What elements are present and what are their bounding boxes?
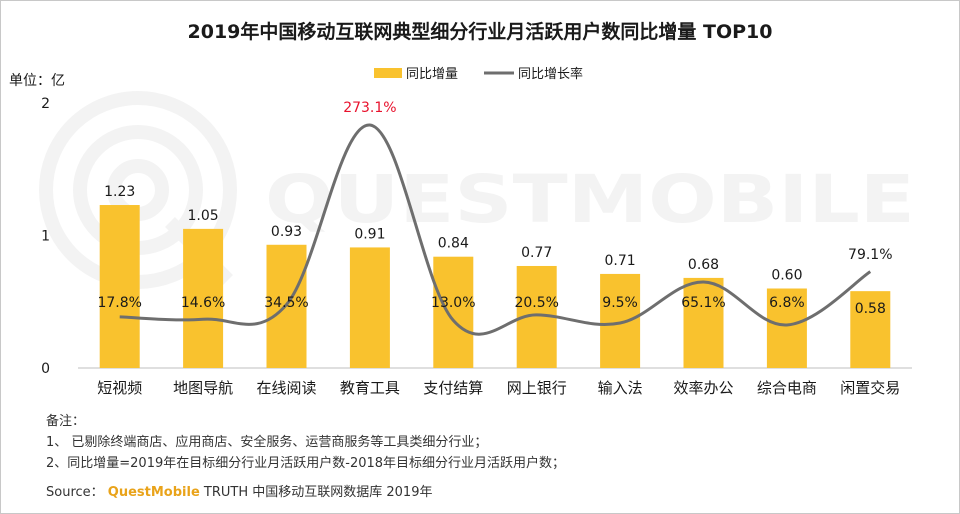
chart-area: QUESTMOBILE 2019年中国移动互联网典型细分行业月活跃用户数同比增量… bbox=[9, 20, 915, 397]
growth-rate-label: 79.1% bbox=[848, 247, 892, 263]
x-tick-label: 闲置交易 bbox=[840, 379, 900, 397]
bar-闲置交易 bbox=[850, 291, 891, 368]
bar-value-label: 0.84 bbox=[438, 236, 469, 252]
legend: 同比增量 同比增长率 bbox=[374, 66, 583, 82]
bar-综合电商 bbox=[766, 288, 807, 368]
source-line: Source： QuestMobile TRUTH 中国移动互联网数据库 201… bbox=[46, 481, 432, 500]
watermark: QUESTMOBILE bbox=[39, 91, 915, 289]
data-labels: 1.23 1.05 0.93 0.91 0.84 0.77 0.71 0.68 0.60 0.58… bbox=[97, 100, 892, 317]
growth-rate-label: 65.1% bbox=[681, 295, 725, 311]
x-axis-labels: 短视频 地图导航 在线阅读 教育工具 支付结算 网上银行 输入法 效率办公 综合电商 闲置交易 bbox=[97, 379, 900, 397]
source-text: TRUTH 中国移动互联网数据库 2019年 bbox=[203, 485, 433, 500]
bar-value-label: 0.68 bbox=[688, 257, 719, 273]
bar-效率办公 bbox=[683, 277, 724, 368]
growth-rate-label: 13.0% bbox=[431, 295, 475, 311]
x-tick-label: 综合电商 bbox=[757, 379, 817, 397]
bar-value-label: 0.58 bbox=[855, 301, 886, 317]
x-tick-label: 教育工具 bbox=[340, 379, 400, 397]
legend-label-bar: 同比增量 bbox=[406, 67, 458, 82]
growth-rate-label: 273.1% bbox=[343, 100, 396, 116]
legend-swatch-bar bbox=[374, 68, 402, 78]
notes: 备注： 1、 已剔除终端商店、应用商店、安全服务、运营商服务等工具类细分行业； … bbox=[46, 411, 565, 474]
bar-value-label: 1.05 bbox=[188, 208, 219, 224]
x-tick-label: 效率办公 bbox=[673, 379, 733, 397]
watermark-text: QUESTMOBILE bbox=[265, 161, 915, 238]
x-tick-label: 网上银行 bbox=[507, 379, 567, 397]
growth-rate-line bbox=[119, 123, 872, 336]
growth-rate-label: 17.8% bbox=[97, 295, 141, 311]
x-tick-label: 输入法 bbox=[598, 379, 643, 397]
notes-heading: 备注： bbox=[46, 414, 86, 429]
bar-value-label: 0.77 bbox=[521, 245, 552, 261]
bar-value-label: 0.60 bbox=[771, 268, 802, 284]
legend-label-line: 同比增长率 bbox=[518, 66, 583, 82]
y-tick-label: 1 bbox=[41, 229, 50, 245]
growth-rate-label: 34.5% bbox=[264, 295, 308, 311]
y-tick-label: 0 bbox=[41, 361, 50, 377]
chart-title: 2019年中国移动互联网典型细分行业月活跃用户数同比增量 TOP10 bbox=[188, 20, 773, 43]
bar-支付结算 bbox=[433, 256, 474, 368]
y-tick-label: 2 bbox=[41, 96, 50, 112]
bar-教育工具 bbox=[349, 247, 390, 368]
growth-rate-label: 9.5% bbox=[602, 295, 638, 311]
x-tick-label: 在线阅读 bbox=[256, 379, 316, 397]
bar-value-label: 1.23 bbox=[104, 184, 135, 200]
x-tick-label: 短视频 bbox=[97, 379, 142, 397]
y-axis: 0 1 2 bbox=[41, 96, 50, 377]
growth-rate-label: 20.5% bbox=[514, 295, 558, 311]
bar-短视频 bbox=[99, 205, 140, 368]
source-brand: QuestMobile bbox=[107, 485, 200, 500]
bar-输入法 bbox=[600, 273, 641, 368]
y-axis-unit: 单位：亿 bbox=[9, 73, 65, 89]
note-item-2: 2、同比增量=2019年在目标细分行业月活跃用户数-2018年目标细分行业月活跃… bbox=[46, 456, 566, 471]
source-prefix: Source： bbox=[46, 485, 104, 500]
x-tick-label: 地图导航 bbox=[173, 379, 233, 397]
x-tick-label: 支付结算 bbox=[423, 379, 483, 397]
growth-rate-label: 6.8% bbox=[769, 295, 805, 311]
bar-地图导航 bbox=[183, 228, 224, 368]
bar-value-label: 0.93 bbox=[271, 224, 302, 240]
note-item-1: 1、 已剔除终端商店、应用商店、安全服务、运营商服务等工具类细分行业； bbox=[46, 435, 488, 450]
bar-value-label: 0.71 bbox=[605, 253, 636, 269]
growth-rate-label: 14.6% bbox=[181, 295, 225, 311]
bar-value-label: 0.91 bbox=[354, 226, 385, 242]
